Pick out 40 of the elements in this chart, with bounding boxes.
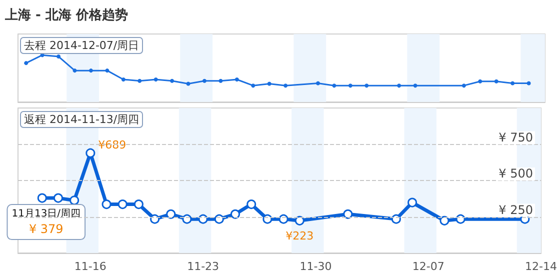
y-tick-label: ¥ 250	[498, 202, 534, 217]
chart-subtitle: 去程 2014-12-07/周日	[24, 39, 140, 52]
y-tick-label: ¥ 500	[498, 166, 534, 180]
point	[478, 79, 482, 84]
chart-title: 上海 - 北海 价格趋势	[4, 7, 128, 23]
point	[72, 68, 77, 73]
text: 返程 2014-11-13/周四	[24, 113, 140, 126]
point	[88, 68, 93, 73]
point	[218, 78, 223, 83]
point	[105, 68, 110, 73]
x-tick-label: 12-07	[412, 260, 444, 273]
point	[202, 78, 206, 83]
point	[526, 81, 531, 86]
point	[284, 84, 288, 88]
point	[154, 77, 158, 82]
data-label: ¥223	[286, 229, 314, 242]
point	[170, 78, 174, 83]
point	[316, 81, 320, 86]
x-tick-label: 11-16	[74, 260, 106, 273]
y-tick-label: ¥ 750	[498, 130, 534, 144]
data-label: ¥ 379	[28, 222, 64, 236]
point	[138, 78, 142, 83]
point	[121, 77, 126, 82]
point	[24, 61, 28, 66]
x-tick-label: 11-30	[300, 260, 332, 273]
point	[267, 82, 272, 86]
x-tick-label: 11-23	[187, 260, 220, 273]
point	[186, 82, 190, 86]
point	[397, 84, 402, 88]
point	[56, 54, 61, 59]
point	[348, 84, 352, 88]
point	[494, 79, 498, 84]
point	[251, 84, 256, 88]
point	[462, 84, 466, 88]
point	[234, 77, 239, 82]
point	[413, 84, 418, 88]
point	[510, 81, 515, 86]
point	[364, 84, 369, 88]
x-tick-label: 12-14	[525, 260, 558, 273]
point	[332, 84, 336, 88]
